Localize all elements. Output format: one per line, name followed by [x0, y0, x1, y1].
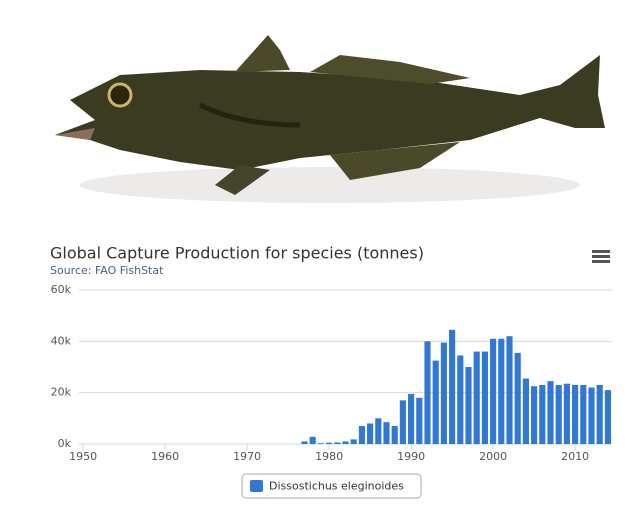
bar [326, 442, 333, 444]
bar [531, 386, 538, 444]
x-tick-label: 2000 [479, 450, 507, 463]
bar [408, 393, 415, 444]
bar [334, 442, 341, 444]
bar [596, 384, 603, 444]
bar [440, 342, 447, 444]
fish-image [55, 35, 605, 203]
bar [399, 400, 406, 444]
y-tick-label: 20k [51, 386, 72, 399]
chart-title: Global Capture Production for species (t… [50, 244, 424, 263]
x-tick-label: 1950 [69, 450, 97, 463]
bar [588, 387, 595, 444]
bar [547, 381, 554, 444]
menu-button[interactable] [592, 250, 610, 263]
bar [473, 351, 480, 444]
bar [317, 443, 324, 444]
bar [416, 397, 423, 444]
y-tick-label: 40k [51, 334, 72, 347]
legend-box[interactable] [241, 473, 422, 499]
bar [506, 336, 513, 444]
bar [539, 384, 546, 444]
bar [432, 360, 439, 444]
bar [350, 439, 357, 444]
bar [457, 355, 464, 444]
legend-label: Dissostichus eleginoides [269, 480, 404, 493]
y-tick-label: 60k [51, 283, 72, 296]
bar [465, 367, 472, 444]
bar [563, 383, 570, 444]
bar [375, 418, 382, 444]
x-tick-label: 1960 [151, 450, 179, 463]
y-tick-label: 0k [58, 437, 72, 450]
bar [514, 352, 521, 444]
bar [358, 426, 365, 444]
x-tick-label: 1980 [315, 450, 343, 463]
bar [580, 384, 587, 444]
bar [367, 423, 374, 444]
bar [490, 338, 497, 444]
bar [604, 390, 611, 444]
bar [555, 384, 562, 444]
bar [481, 351, 488, 444]
bar [498, 338, 505, 444]
x-tick-label: 2010 [561, 450, 589, 463]
bar [572, 384, 579, 444]
x-tick-label: 1990 [397, 450, 425, 463]
bar [424, 341, 431, 444]
bar [391, 426, 398, 444]
bar [301, 441, 308, 444]
bar [383, 422, 390, 444]
bar [342, 441, 349, 444]
legend-swatch [250, 480, 263, 492]
bar [309, 436, 316, 444]
x-tick-label: 1970 [233, 450, 261, 463]
bar [522, 378, 529, 444]
chart-subtitle: Source: FAO FishStat [50, 264, 164, 277]
bar [449, 329, 456, 444]
